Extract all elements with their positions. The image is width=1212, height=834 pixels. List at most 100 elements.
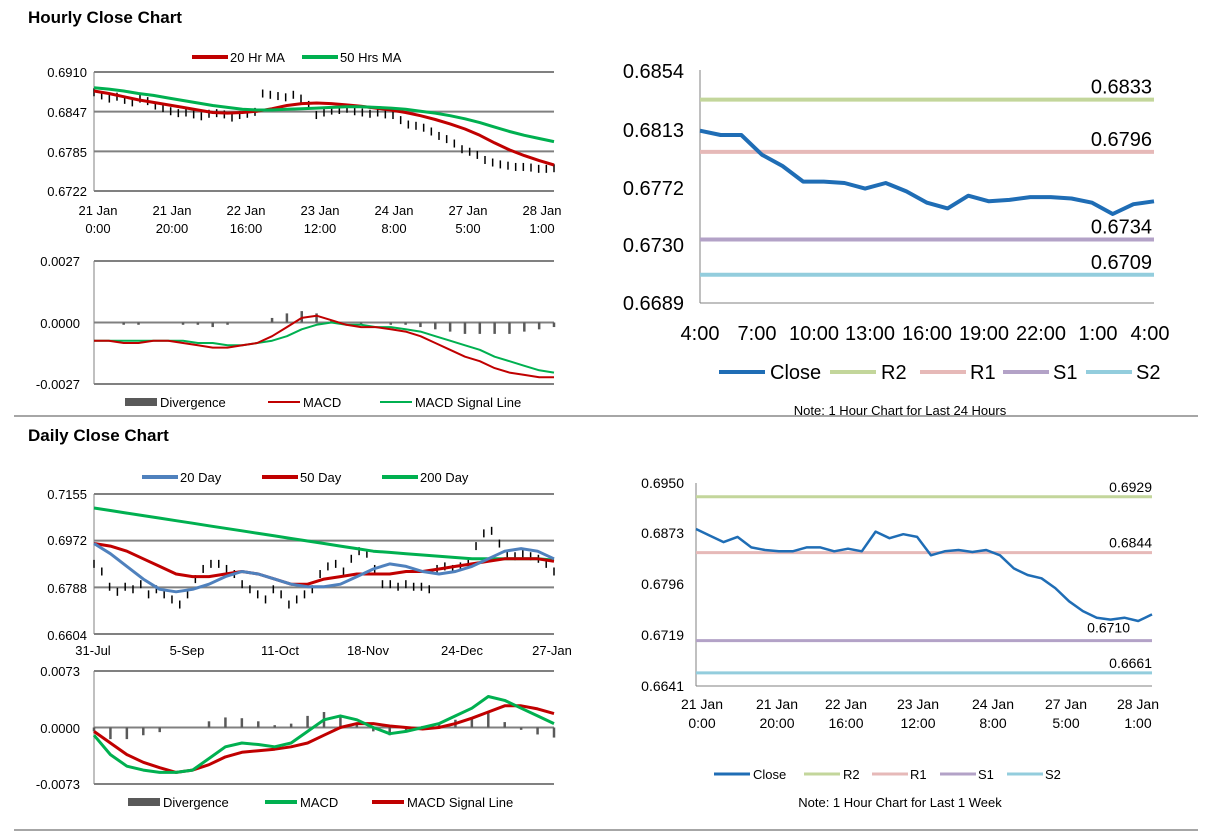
x-tick-label: 28 Jan <box>522 203 561 218</box>
legend-macd-signal: MACD Signal Line <box>415 395 521 410</box>
ma-20hr-line <box>93 89 555 167</box>
x-tick-label: 4:00 <box>681 323 720 345</box>
x-tick-label: 20:00 <box>156 221 189 236</box>
legend-close: Close <box>770 362 821 384</box>
y-tick-label: 0.6772 <box>623 178 684 200</box>
x-tick-label: 23 Jan <box>300 203 339 218</box>
level-label-r2: 0.6929 <box>1109 479 1152 495</box>
x-tick-label: 8:00 <box>381 221 406 236</box>
ma-50hrs-line <box>93 86 555 144</box>
y-tick-label: 0.6813 <box>623 120 684 142</box>
y-tick-label: 0.6910 <box>47 65 87 80</box>
x-tick-label: 5:00 <box>1052 715 1079 731</box>
x-tick-label: 1:00 <box>1079 323 1118 345</box>
legend-macd: MACD <box>303 395 341 410</box>
x-tick-label: 8:00 <box>979 715 1006 731</box>
legend-50hrs-ma: 50 Hrs MA <box>340 50 402 65</box>
x-tick-label: 22 Jan <box>226 203 265 218</box>
daily-price-legend: 20 Day 50 Day 200 Day <box>142 470 469 485</box>
x-tick-label: 12:00 <box>900 715 935 731</box>
level-label-r1: 0.6796 <box>1091 129 1152 151</box>
daily-section-title: Daily Close Chart <box>28 426 169 445</box>
x-tick-label: 27 Jan <box>448 203 487 218</box>
x-tick-label: 31-Jul <box>75 643 111 658</box>
level-label-s1: 0.6710 <box>1087 620 1130 636</box>
legend-macd-signal: MACD Signal Line <box>407 795 513 810</box>
x-tick-label: 28 Jan <box>1117 696 1159 712</box>
x-tick-label: 22:00 <box>1016 323 1066 345</box>
legend-divergence: Divergence <box>163 795 229 810</box>
x-tick-label: 19:00 <box>959 323 1009 345</box>
x-tick-label: 1:00 <box>1124 715 1151 731</box>
y-tick-label: 0.6604 <box>47 628 87 643</box>
x-tick-label: 7:00 <box>738 323 777 345</box>
hourly-price-legend: 20 Hr MA 50 Hrs MA <box>192 50 402 65</box>
y-tick-label: 0.7155 <box>47 487 87 502</box>
level-label-r1: 0.6844 <box>1109 535 1152 551</box>
legend-s2: S2 <box>1045 767 1061 782</box>
x-tick-label: 11-Oct <box>261 643 299 658</box>
level-label-s2: 0.6661 <box>1109 655 1152 671</box>
x-tick-label: 21 Jan <box>152 203 191 218</box>
hourly-section-title: Hourly Close Chart <box>28 8 182 27</box>
weekly-hourly-legend: Close R2 R1 S1 S2 <box>714 767 1061 782</box>
section-divider <box>14 415 1198 417</box>
x-tick-label: 18-Nov <box>347 643 389 658</box>
y-tick-label: 0.0000 <box>40 316 80 331</box>
macd-line <box>94 314 554 379</box>
x-tick-label: 27-Jan <box>532 643 572 658</box>
macd-signal-line <box>93 704 555 774</box>
close-line <box>699 128 1155 216</box>
x-tick-label: 20:00 <box>759 715 794 731</box>
x-tick-label: 27 Jan <box>1045 696 1087 712</box>
y-tick-label: 0.6873 <box>641 525 684 541</box>
y-tick-label: 0.6722 <box>47 184 87 199</box>
x-tick-label: 4:00 <box>1131 323 1170 345</box>
y-tick-label: 0.6641 <box>641 678 684 694</box>
legend-r1: R1 <box>910 767 927 782</box>
legend-s1: S1 <box>978 767 994 782</box>
legend-20-day: 20 Day <box>180 470 222 485</box>
ma-200-day-line <box>93 506 555 562</box>
y-tick-label: 0.6785 <box>47 145 87 160</box>
x-tick-label: 23 Jan <box>897 696 939 712</box>
x-tick-label: 21 Jan <box>681 696 723 712</box>
x-tick-label: 5:00 <box>455 221 480 236</box>
level-label-s2: 0.6709 <box>1091 252 1152 274</box>
x-tick-label: 0:00 <box>688 715 715 731</box>
legend-r2: R2 <box>881 362 907 384</box>
level-label-r2: 0.6833 <box>1091 77 1152 99</box>
x-tick-label: 16:00 <box>230 221 263 236</box>
x-tick-label: 16:00 <box>902 323 952 345</box>
legend-close: Close <box>753 767 786 782</box>
y-tick-label: -0.0073 <box>36 777 80 792</box>
y-tick-label: 0.0000 <box>40 721 80 736</box>
x-tick-label: 10:00 <box>789 323 839 345</box>
y-tick-label: 0.6788 <box>47 581 87 596</box>
chart-note: Note: 1 Hour Chart for Last 24 Hours <box>794 403 1007 418</box>
x-tick-label: 0:00 <box>85 221 110 236</box>
legend-swatch-divergence <box>128 798 160 806</box>
legend-macd: MACD <box>300 795 338 810</box>
y-tick-label: 0.6854 <box>623 61 684 83</box>
x-tick-label: 24 Jan <box>374 203 413 218</box>
legend-20hr-ma: 20 Hr MA <box>230 50 285 65</box>
y-tick-label: 0.0027 <box>40 254 80 269</box>
bottom-divider <box>14 829 1198 831</box>
y-tick-label: 0.6847 <box>47 105 87 120</box>
y-tick-label: 0.0073 <box>40 664 80 679</box>
ma-20-day-line <box>93 542 555 594</box>
y-tick-label: 0.6730 <box>623 235 684 257</box>
x-tick-label: 22 Jan <box>825 696 867 712</box>
x-tick-label: 1:00 <box>529 221 554 236</box>
legend-s2: S2 <box>1136 362 1160 384</box>
x-tick-label: 21 Jan <box>756 696 798 712</box>
x-tick-label: 16:00 <box>828 715 863 731</box>
chart-note: Note: 1 Hour Chart for Last 1 Week <box>798 795 1002 810</box>
y-tick-label: -0.0027 <box>36 377 80 392</box>
